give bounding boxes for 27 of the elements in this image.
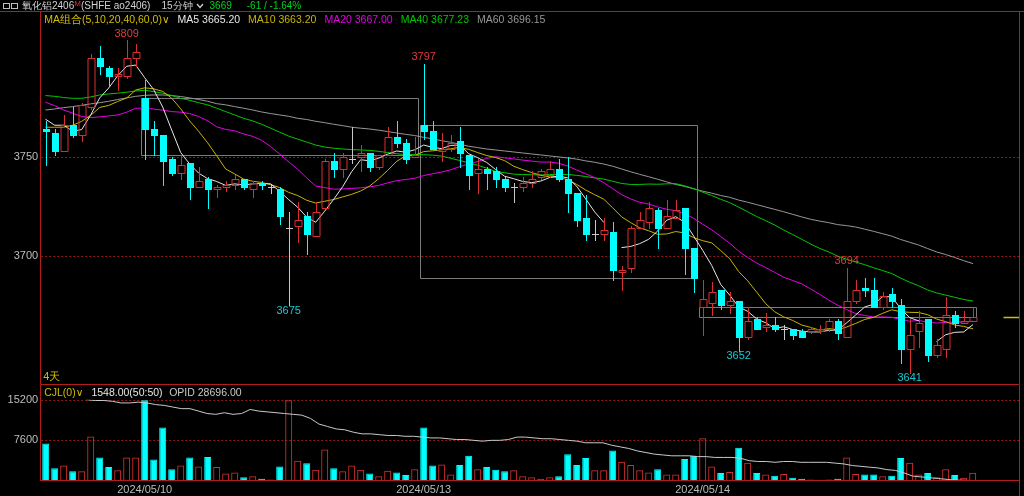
text: MA60 3696.15	[477, 13, 546, 25]
legend-title: MA组合(5,10,20,40,60,0)∨	[44, 13, 170, 25]
text: MA20 3667.00	[324, 13, 393, 25]
x-tick-label: 2024/05/13	[396, 482, 452, 495]
text: -61 / -1.64%	[246, 0, 302, 11]
x-tick-label: 2024/05/14	[675, 482, 731, 495]
annotation: 3797	[411, 50, 436, 63]
y-tick-label: 3700	[13, 248, 39, 261]
text: MA40 3677.23	[400, 13, 470, 25]
series-label: OPID 28696.00	[169, 386, 242, 398]
annotation: 3809	[114, 26, 139, 39]
annotation: 3694	[834, 254, 859, 267]
y-tick-label: 7600	[13, 433, 39, 446]
chart-subtitle: 15分钟	[161, 0, 193, 11]
annotation: 3641	[897, 371, 922, 384]
legend-title: CJL(0)∨	[44, 386, 84, 398]
text: 3669	[209, 0, 232, 11]
chart-title: 氧化铝2406$^{M}$(SHFE ao2406)	[22, 0, 151, 11]
annotation: 3652	[726, 349, 751, 362]
y-tick-label: 3750	[13, 149, 39, 162]
x-tick-label: 2024/05/10	[117, 482, 173, 495]
text: MA5 3665.20	[177, 13, 241, 25]
annotation: 4天	[43, 370, 61, 383]
annotation: 3675	[276, 303, 301, 316]
y-tick-label: 15200	[7, 392, 39, 405]
annotation: 1548.00(50:50)	[91, 386, 163, 398]
text: MA10 3663.20	[248, 13, 317, 25]
